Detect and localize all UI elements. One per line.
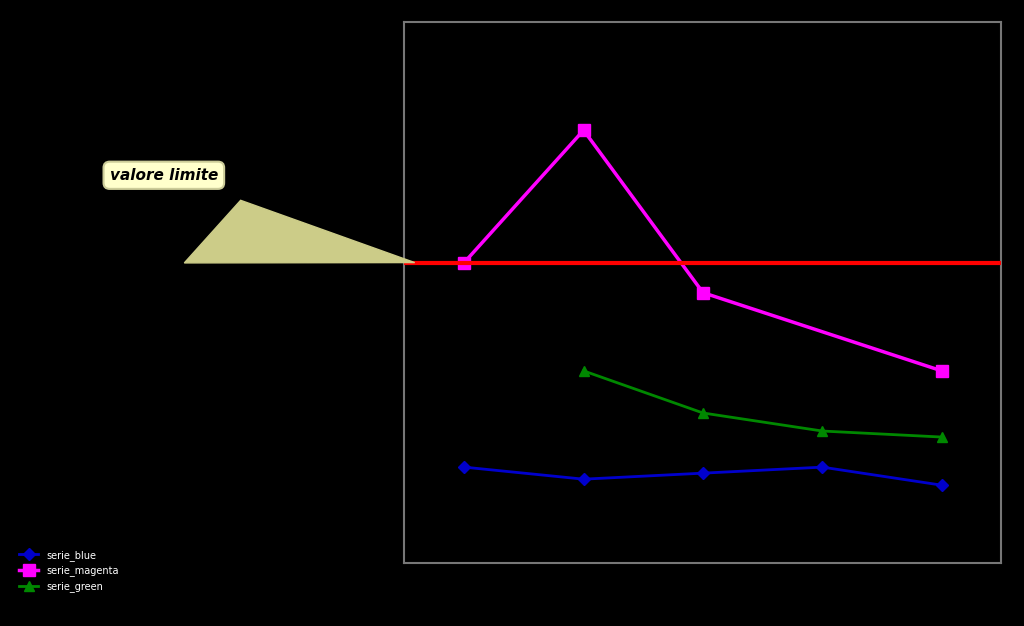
Text: valore limite: valore limite xyxy=(110,168,218,183)
Legend: serie_blue, serie_magenta, serie_green: serie_blue, serie_magenta, serie_green xyxy=(15,546,123,596)
